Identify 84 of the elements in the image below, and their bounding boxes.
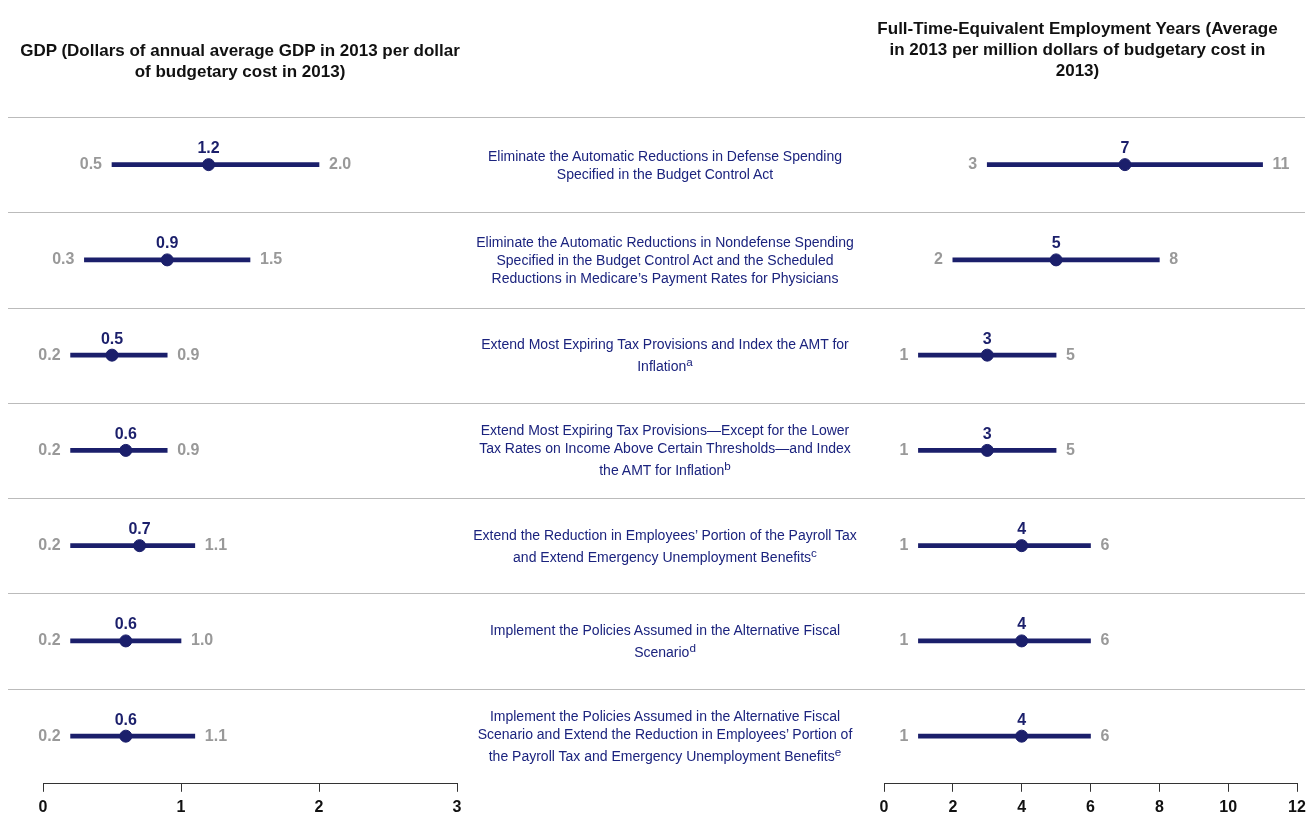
annotation: 5 — [1066, 345, 1076, 363]
point — [1015, 729, 1029, 743]
point — [980, 348, 994, 362]
annotation: 11 — [1272, 155, 1290, 173]
x-tick-label: 4 — [1017, 797, 1027, 815]
annotation: 0.3 — [52, 250, 75, 268]
annotation: 6 — [1100, 536, 1110, 554]
annotation: 0.5 — [79, 155, 103, 173]
data-label: 0.9 — [156, 234, 179, 252]
bar — [70, 733, 196, 739]
x-tick-label: 1 — [176, 797, 186, 815]
chart-title: GDP (Dollars of annual average GDP in 2013 per dollar of budgetary cost in 2013) — [20, 40, 460, 82]
annotation: 0.2 — [38, 726, 61, 744]
data-label: 3 — [982, 424, 992, 442]
y-tick-label: Implement the Policies Assumed in the Alternative Fiscal Scenario and Extend the Reduction in Employees’ Portion of the Payroll Tax and Emergency Unemployment Benefits$^{e}$ — [476, 706, 854, 766]
y-tick-label: Extend the Reduction in Employees’ Portion of the Payroll Tax and Extend Emergency Unemployment Benefits$^{c}$ — [472, 525, 858, 566]
annotation: 1 — [899, 440, 909, 458]
x-tick-label: 8 — [1154, 797, 1164, 815]
data-label: 0.6 — [114, 424, 138, 442]
annotation: 1.1 — [204, 726, 228, 744]
annotation: 0.9 — [177, 345, 200, 363]
x-tick-label: 10 — [1219, 797, 1238, 815]
data-label: 0.6 — [114, 710, 138, 728]
point — [980, 443, 994, 457]
point — [160, 253, 174, 267]
point — [119, 729, 133, 743]
y-tick-label: Eliminate the Automatic Reductions in Nondefense Spending Specified in the Budget Control Act and the Scheduled Reductions in Medicare’s Payment Rates for Physicians — [475, 232, 855, 287]
bar — [111, 162, 320, 167]
annotation: 0.9 — [177, 440, 200, 458]
data-label: 0.7 — [128, 520, 151, 538]
bar — [918, 448, 1057, 453]
x-tick-label: 0 — [38, 797, 48, 815]
point — [1118, 158, 1132, 172]
bar — [70, 543, 196, 548]
point — [1049, 253, 1063, 267]
point — [105, 348, 119, 362]
annotation: 1.5 — [260, 250, 283, 268]
x-tick-label: 6 — [1086, 797, 1096, 815]
data-label: 4 — [1017, 520, 1027, 538]
x-tick-label: 0 — [879, 797, 889, 815]
point — [202, 158, 216, 172]
annotation: 1 — [899, 726, 909, 744]
data-label: 7 — [1120, 139, 1130, 157]
y-tick-label: Implement the Policies Assumed in the Alternative Fiscal Scenario$^{d}$ — [488, 620, 842, 662]
annotation: 8 — [1169, 250, 1179, 268]
data-label: 0.6 — [114, 615, 138, 633]
annotation: 1 — [899, 345, 909, 363]
data-label: 1.2 — [197, 139, 220, 157]
y-tick-label: Extend Most Expiring Tax Provisions—Except for the Lower Tax Rates on Income Above Certain Thresholds—and Index the AMT for Inflation$^{b}$ — [478, 421, 852, 480]
point — [1015, 634, 1029, 648]
annotation: 0.2 — [38, 440, 61, 458]
point — [119, 443, 133, 457]
annotation: 3 — [968, 155, 978, 173]
y-tick-label: Extend Most Expiring Tax Provisions and Index the AMT for Inflation$^{a}$ — [480, 334, 850, 376]
annotation: 1.0 — [191, 631, 214, 649]
annotation: 5 — [1066, 440, 1076, 458]
annotation: 6 — [1100, 726, 1110, 744]
data-label: 3 — [982, 329, 992, 347]
bar — [986, 162, 1263, 167]
annotation: 2.0 — [329, 155, 352, 173]
data-label: 5 — [1051, 234, 1061, 252]
data-label: 4 — [1017, 615, 1027, 633]
annotation: 1 — [899, 536, 909, 554]
x-tick-label: 12 — [1288, 797, 1306, 815]
annotation: 1.1 — [204, 536, 228, 554]
y-tick-label: Eliminate the Automatic Reductions in Defense Spending Specified in the Budget Control Act — [486, 146, 844, 183]
point — [133, 539, 147, 553]
x-tick-label: 3 — [452, 797, 462, 815]
point — [119, 634, 133, 648]
annotation: 6 — [1100, 631, 1110, 649]
data-label: 4 — [1017, 710, 1027, 728]
bar — [70, 448, 168, 453]
bar — [918, 543, 1091, 548]
chart-title: Full-Time-Equivalent Employment Years (Average in 2013 per million dollars of budgetary cost in 2013) — [876, 18, 1279, 81]
x-tick-label: 2 — [948, 797, 958, 815]
data-label: 0.5 — [100, 329, 124, 347]
annotation: 2 — [933, 250, 943, 268]
annotation: 0.2 — [38, 631, 61, 649]
annotation: 0.2 — [38, 345, 61, 363]
bar — [918, 733, 1091, 739]
annotation: 0.2 — [38, 536, 61, 554]
annotation: 1 — [899, 631, 909, 649]
x-tick-label: 2 — [314, 797, 324, 815]
point — [1015, 539, 1029, 553]
